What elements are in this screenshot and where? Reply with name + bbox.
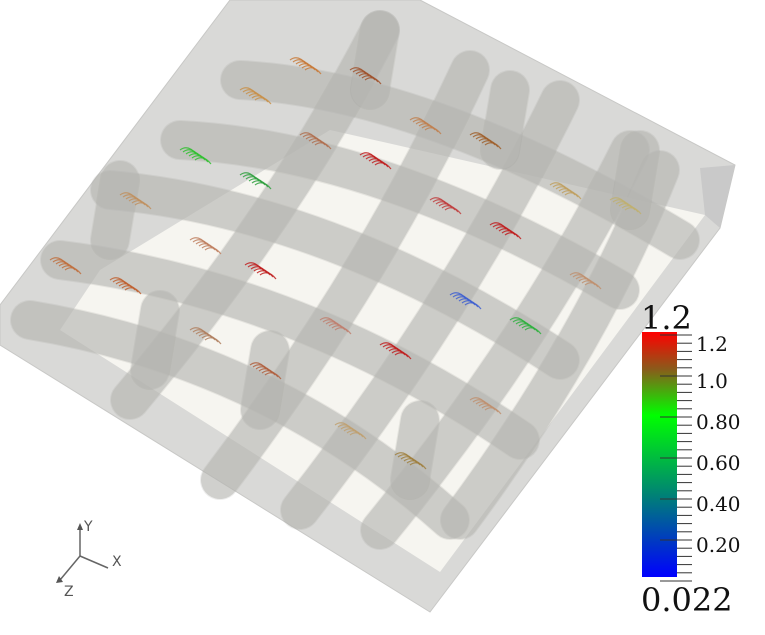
streamline — [484, 142, 502, 150]
axis-x-label: X — [112, 554, 122, 570]
streamline — [564, 192, 582, 200]
streamline — [254, 182, 272, 190]
color-legend-min: 0.022 — [641, 581, 733, 619]
tube-segment — [351, 11, 399, 109]
tube-segment — [481, 71, 529, 169]
color-legend-tick-6: 0.20 — [696, 533, 741, 557]
tube-segment — [611, 131, 659, 229]
color-legend-tick-3: 0.80 — [696, 410, 741, 434]
streamline — [124, 287, 142, 295]
streamline — [444, 207, 462, 215]
tube-segment — [91, 171, 579, 379]
orientation-axes: Y X Z — [56, 519, 122, 600]
streamline — [524, 327, 542, 335]
streamline — [194, 157, 212, 165]
color-legend-tick-4: 0.60 — [696, 451, 741, 475]
streamline — [64, 267, 82, 275]
streamline — [204, 247, 222, 255]
streamline — [334, 327, 352, 335]
tube-segment — [241, 331, 289, 429]
streamline — [584, 282, 602, 290]
box-right-face — [700, 165, 735, 228]
color-legend-bar — [642, 332, 692, 582]
axis-y-label: Y — [83, 519, 93, 535]
streamline — [409, 462, 427, 470]
tube-segment — [281, 81, 579, 529]
tube-segment — [91, 161, 139, 259]
streamline — [134, 202, 152, 210]
streamline — [484, 407, 502, 415]
streamline — [259, 272, 277, 280]
streamline — [624, 207, 642, 215]
axis-z-label: Z — [64, 584, 74, 600]
streamline — [349, 432, 367, 440]
color-legend-tick-1: 1.2 — [696, 332, 728, 356]
tube-network — [10, 10, 700, 550]
streamline — [504, 232, 522, 240]
streamline — [364, 77, 382, 85]
streamline — [304, 67, 322, 75]
streamline — [264, 372, 282, 380]
streamlines — [49, 57, 642, 470]
streamline — [254, 97, 272, 105]
color-legend-max: 1.2 — [641, 299, 692, 337]
streamline — [314, 142, 332, 150]
streamline — [424, 127, 442, 135]
color-legend-tick-5: 0.40 — [696, 492, 741, 516]
streamline — [204, 337, 222, 345]
tube-segment — [391, 401, 439, 499]
color-legend-tick-2: 1.0 — [696, 369, 728, 393]
tube-segment — [131, 291, 179, 389]
streamline — [464, 302, 482, 310]
streamline — [374, 162, 392, 170]
streamline — [394, 352, 412, 360]
